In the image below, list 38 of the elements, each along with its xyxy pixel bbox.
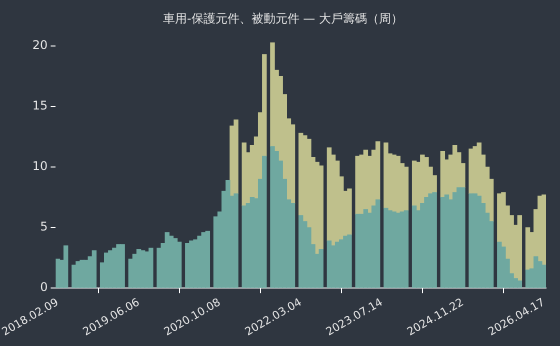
bar [270,42,275,147]
bar [205,230,210,288]
bar [92,250,97,288]
bar [542,264,546,288]
bar [460,187,466,288]
bar [63,245,68,288]
bar [234,193,238,288]
bar [404,166,409,211]
bar [120,244,125,288]
bar [197,236,202,288]
bar [472,193,478,288]
bar [396,156,400,214]
bar [84,260,88,288]
bar [396,212,400,288]
y-tick-label: 15 [32,98,48,113]
bar [432,192,437,288]
y-tick-label: 20 [32,38,48,52]
chart-title: 車用-保護元件、被動元件 — 大戶籌碼（周） [163,11,403,26]
bar [290,203,296,288]
bar [542,194,546,266]
bar [404,210,409,288]
y-tick-label: 0 [40,280,48,294]
bar [347,234,352,288]
bar [355,156,360,215]
bar [234,120,238,194]
bar [318,249,324,288]
bar [375,199,380,288]
bar [472,146,478,194]
bar [318,166,324,250]
bar [148,248,154,288]
y-tick-label: 5 [40,220,48,234]
bar [517,215,522,282]
bar [355,214,360,288]
bar [517,280,522,288]
bar [176,242,182,288]
y-tick-label: 10 [32,159,48,174]
bar [347,188,352,236]
bar [262,156,267,288]
